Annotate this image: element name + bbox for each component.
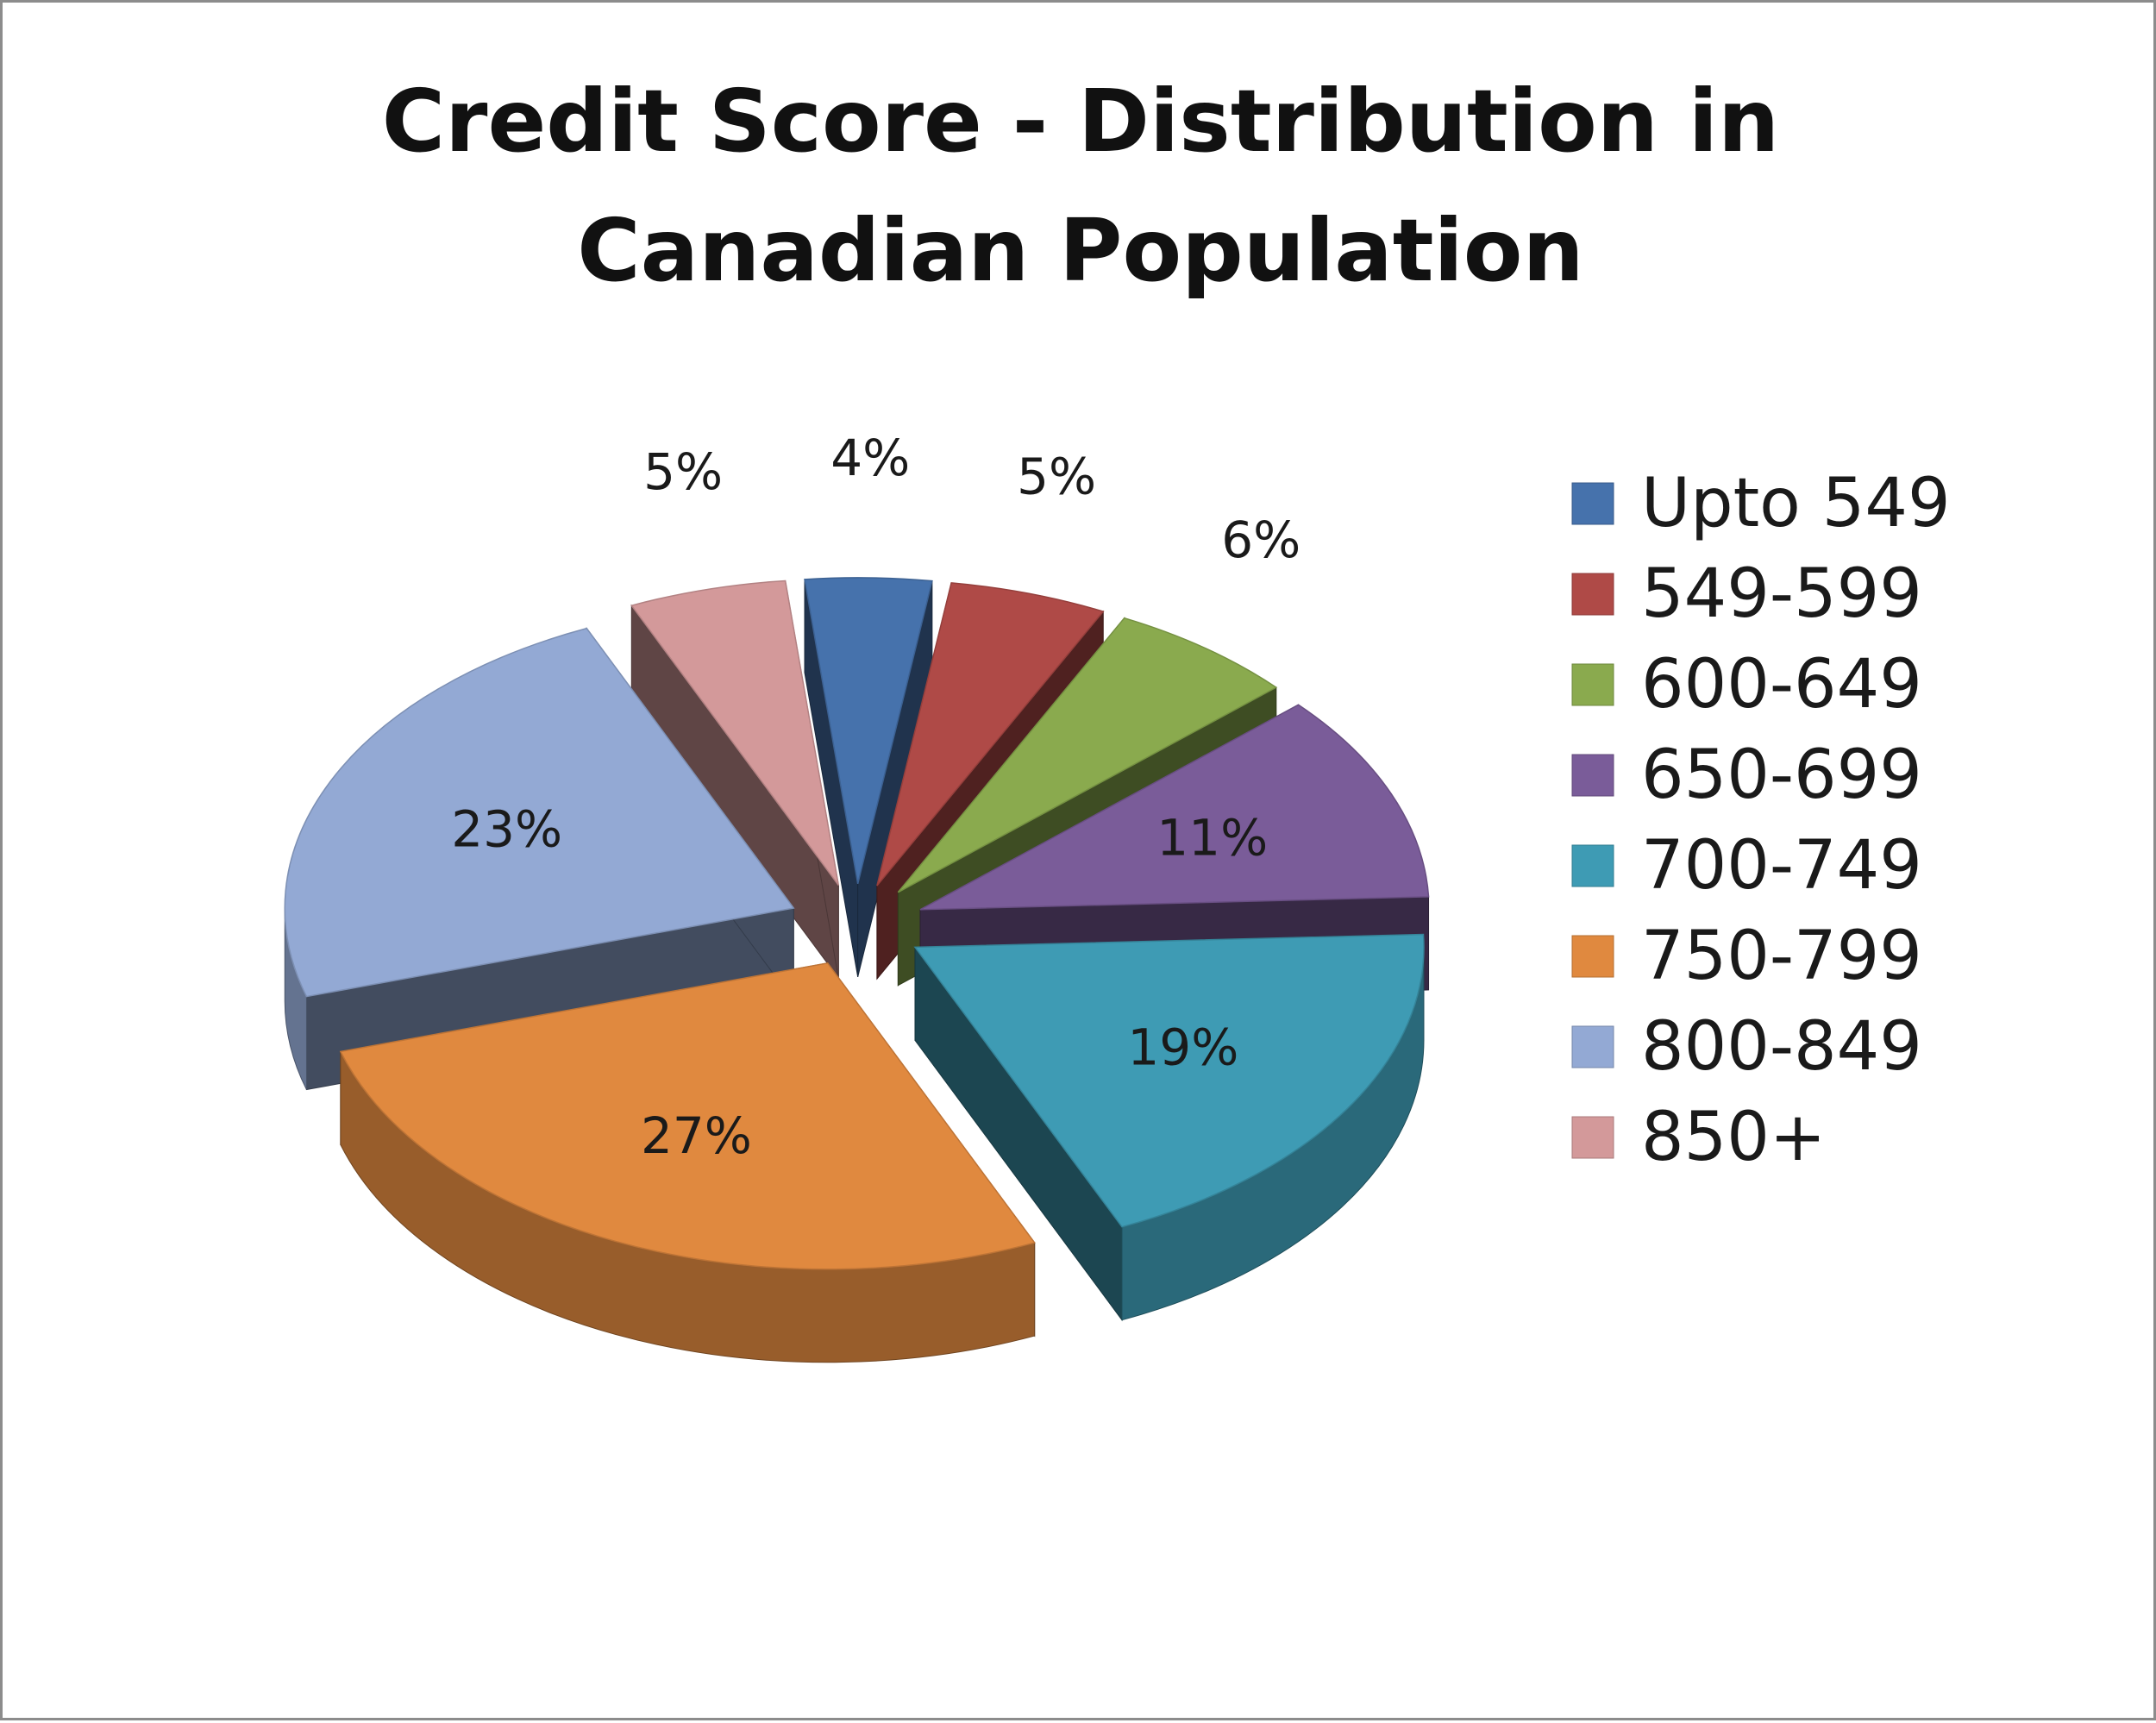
legend-label: Upto 549: [1641, 465, 1951, 542]
slice-850: [630, 580, 840, 886]
legend-item-850: 850+: [1571, 1099, 1826, 1176]
data-label-650-699: 11%: [1156, 809, 1268, 868]
legend-swatch: [1571, 482, 1614, 525]
data-label-800-849: 23%: [451, 799, 562, 858]
legend-swatch: [1571, 844, 1614, 887]
data-label-700-749: 19%: [1127, 1018, 1238, 1076]
data-label-750-799: 27%: [641, 1106, 752, 1165]
legend-item-600-649: 600-649: [1571, 646, 1922, 724]
legend-item-upto-549: Upto 549: [1571, 465, 1951, 542]
slice-700-749: [913, 933, 1425, 1228]
slice-549-599: [876, 582, 1105, 887]
pie-chart: Credit Score - Distribution in Canadian …: [284, 71, 1951, 1363]
data-label-600-649: 6%: [1221, 511, 1300, 569]
legend-swatch: [1571, 935, 1614, 978]
data-label-850: 5%: [643, 442, 723, 501]
slice-750-799: [339, 962, 1036, 1270]
legend-label: 549-599: [1641, 555, 1922, 633]
slice-650-699: [919, 704, 1430, 911]
chart-title-line-2: Canadian Population: [577, 200, 1583, 301]
legend-swatch: [1571, 1116, 1614, 1159]
legend-item-800-849: 800-849: [1571, 1008, 1922, 1086]
legend-item-650-699: 650-699: [1571, 736, 1922, 814]
legend-item-549-599: 549-599: [1571, 555, 1922, 633]
slice-600-649: [897, 617, 1278, 893]
data-labels: 4% 5% 6% 11% 19% 27% 23% 5%: [451, 429, 1300, 1165]
slice-upto-549: [804, 577, 933, 885]
legend-swatch: [1571, 663, 1614, 706]
legend-label: 700-749: [1641, 827, 1922, 905]
legend-item-700-749: 700-749: [1571, 827, 1922, 905]
data-label-upto-549: 4%: [830, 429, 910, 487]
pie-slices: [284, 577, 1430, 1363]
legend-swatch: [1571, 754, 1614, 797]
chart-title-line-1: Credit Score - Distribution in: [382, 71, 1780, 172]
data-label-549-599: 5%: [1017, 447, 1096, 505]
legend-label: 800-849: [1641, 1008, 1922, 1086]
legend-item-750-799: 750-799: [1571, 918, 1922, 995]
legend-swatch: [1571, 573, 1614, 616]
legend-swatch: [1571, 1025, 1614, 1068]
slice-800-849: [284, 627, 795, 998]
legend-label: 600-649: [1641, 646, 1922, 724]
legend-label: 850+: [1641, 1099, 1826, 1176]
legend: Upto 549 549-599 600-649 650-699 700-749 750-…: [1571, 465, 1951, 1176]
legend-label: 750-799: [1641, 918, 1922, 995]
legend-label: 650-699: [1641, 736, 1922, 814]
